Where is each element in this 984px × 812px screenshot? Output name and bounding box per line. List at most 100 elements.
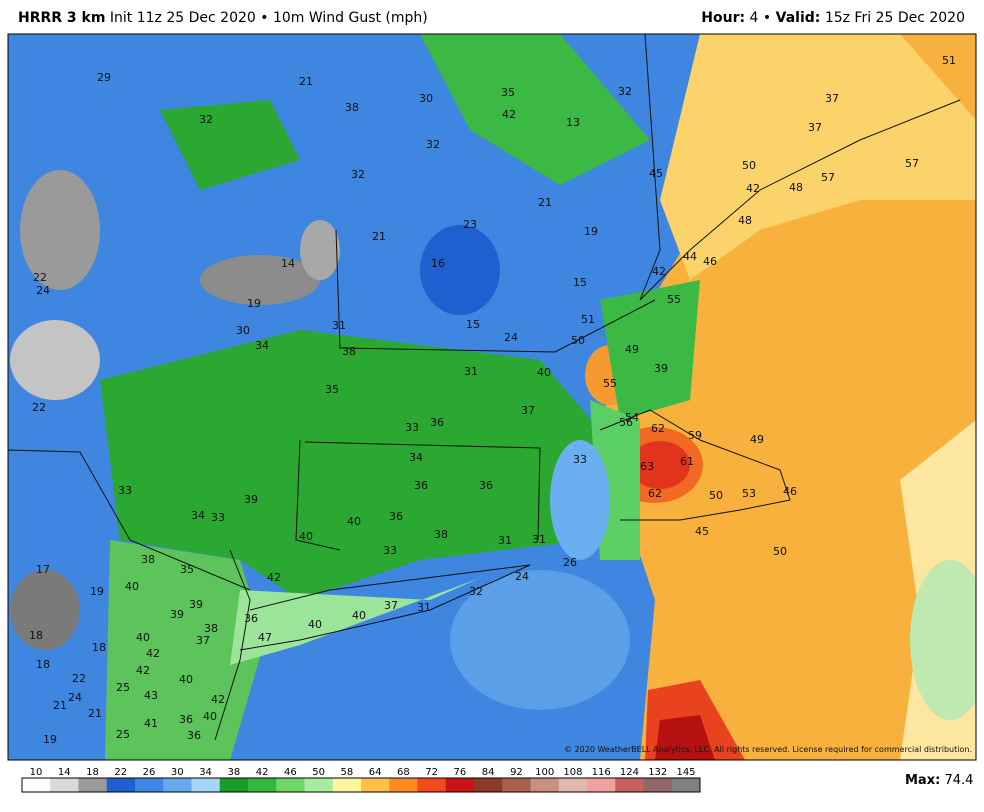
gust-label: 59 bbox=[688, 429, 702, 442]
colorbar-tick-label: 100 bbox=[535, 767, 554, 778]
gust-label: 24 bbox=[515, 570, 529, 583]
valid-label: Valid: bbox=[776, 10, 821, 26]
color-swatch bbox=[135, 778, 164, 792]
gust-label: 24 bbox=[504, 331, 518, 344]
gust-label: 33 bbox=[405, 421, 419, 434]
gust-label: 25 bbox=[116, 681, 130, 694]
header-left: HRRR 3 km Init 11z 25 Dec 2020 • 10m Win… bbox=[18, 10, 428, 26]
gust-label: 29 bbox=[97, 71, 111, 84]
gust-label: 42 bbox=[652, 265, 666, 278]
color-swatch bbox=[643, 778, 673, 792]
gust-label: 57 bbox=[821, 171, 835, 184]
colorbar-tick-label: 64 bbox=[369, 767, 382, 778]
gust-label: 55 bbox=[603, 377, 617, 390]
colorbar-tick-label: 58 bbox=[341, 767, 354, 778]
colorbar-tick-label: 38 bbox=[227, 767, 240, 778]
gust-label: 15 bbox=[466, 318, 480, 331]
gust-label: 23 bbox=[463, 218, 477, 231]
gust-label: 31 bbox=[332, 319, 346, 332]
gust-label: 53 bbox=[742, 487, 756, 500]
gust-label: 40 bbox=[203, 710, 217, 723]
gust-label: 30 bbox=[419, 92, 433, 105]
model: HRRR 3 km bbox=[18, 10, 105, 26]
colorbar-tick-label: 116 bbox=[592, 767, 611, 778]
gust-label: 49 bbox=[750, 433, 764, 446]
colorbar-tick-label: 14 bbox=[58, 767, 71, 778]
gust-label: 46 bbox=[703, 255, 717, 268]
gust-label: 44 bbox=[683, 250, 697, 263]
gust-label: 35 bbox=[501, 86, 515, 99]
gust-label: 36 bbox=[430, 416, 444, 429]
gust-label: 18 bbox=[92, 641, 106, 654]
gust-label: 46 bbox=[783, 485, 797, 498]
gust-label: 54 bbox=[625, 411, 639, 424]
gust-label: 34 bbox=[409, 451, 423, 464]
gust-label: 40 bbox=[352, 609, 366, 622]
gust-label: 24 bbox=[36, 284, 50, 297]
gust-label: 22 bbox=[32, 401, 46, 414]
gust-label: 36 bbox=[244, 612, 258, 625]
color-swatch bbox=[361, 778, 390, 792]
gust-label: 34 bbox=[191, 509, 205, 522]
colorbar-tick-label: 72 bbox=[425, 767, 438, 778]
hour-label: Hour: bbox=[701, 10, 745, 26]
gust-label: 37 bbox=[521, 404, 535, 417]
gust-label: 31 bbox=[532, 533, 546, 546]
colorbar-tick-label: 145 bbox=[676, 767, 695, 778]
colorbar-tick-label: 84 bbox=[482, 767, 495, 778]
gust-label: 39 bbox=[189, 598, 203, 611]
hour: 4 bbox=[750, 10, 759, 26]
gust-label: 38 bbox=[345, 101, 359, 114]
gust-label: 24 bbox=[68, 691, 82, 704]
gust-label: 31 bbox=[417, 601, 431, 614]
colorbar-tick-label: 46 bbox=[284, 767, 297, 778]
color-swatch bbox=[587, 778, 616, 792]
gust-label: 21 bbox=[372, 230, 386, 243]
colorbar-tick-label: 34 bbox=[199, 767, 212, 778]
gust-label: 55 bbox=[667, 293, 681, 306]
map-labels: 29 21 38 30 35 42 32 13 37 51 37 32 32 32 45 50 57 57 42 48… bbox=[29, 54, 956, 746]
gust-label: 22 bbox=[72, 672, 86, 685]
color-swatch bbox=[615, 778, 644, 792]
gust-label: 39 bbox=[170, 608, 184, 621]
gust-label: 51 bbox=[581, 313, 595, 326]
gust-label: 19 bbox=[584, 225, 598, 238]
gust-label: 33 bbox=[573, 453, 587, 466]
color-swatch bbox=[502, 778, 531, 792]
color-swatch bbox=[106, 778, 136, 792]
map-frame bbox=[7, 33, 977, 761]
gust-label: 41 bbox=[144, 717, 158, 730]
gust-label: 61 bbox=[680, 455, 694, 468]
gust-label: 62 bbox=[648, 487, 662, 500]
gust-label: 63 bbox=[640, 460, 654, 473]
gust-label: 42 bbox=[211, 693, 225, 706]
gust-label: 40 bbox=[347, 515, 361, 528]
colorbar-tick-label: 92 bbox=[510, 767, 523, 778]
header-right: Hour: 4 • Valid: 15z Fri 25 Dec 2020 bbox=[701, 10, 965, 26]
gust-label: 31 bbox=[464, 365, 478, 378]
gust-label: 32 bbox=[469, 585, 483, 598]
gust-label: 48 bbox=[789, 181, 803, 194]
color-swatch bbox=[78, 778, 108, 792]
color-swatch bbox=[332, 778, 362, 792]
map-field bbox=[8, 34, 976, 760]
gust-label: 32 bbox=[426, 138, 440, 151]
gust-label: 45 bbox=[649, 167, 663, 180]
gust-label: 39 bbox=[244, 493, 258, 506]
gust-label: 43 bbox=[144, 689, 158, 702]
max-value: 74.4 bbox=[944, 773, 973, 788]
gust-label: 32 bbox=[618, 85, 632, 98]
color-swatch bbox=[389, 778, 418, 792]
gust-label: 37 bbox=[825, 92, 839, 105]
color-swatch bbox=[671, 778, 701, 792]
colorbar-frame bbox=[21, 777, 701, 793]
gust-label: 25 bbox=[116, 728, 130, 741]
gust-label: 42 bbox=[136, 664, 150, 677]
gust-label: 38 bbox=[434, 528, 448, 541]
gust-label: 26 bbox=[563, 556, 577, 569]
gust-label: 38 bbox=[141, 553, 155, 566]
gust-label: 30 bbox=[236, 324, 250, 337]
colorbar: 10 14 18 22 26 30 34 38 42 46 50 58 64 68 72 76 84 92 100 1… bbox=[21, 767, 701, 793]
color-swatch bbox=[304, 778, 334, 792]
